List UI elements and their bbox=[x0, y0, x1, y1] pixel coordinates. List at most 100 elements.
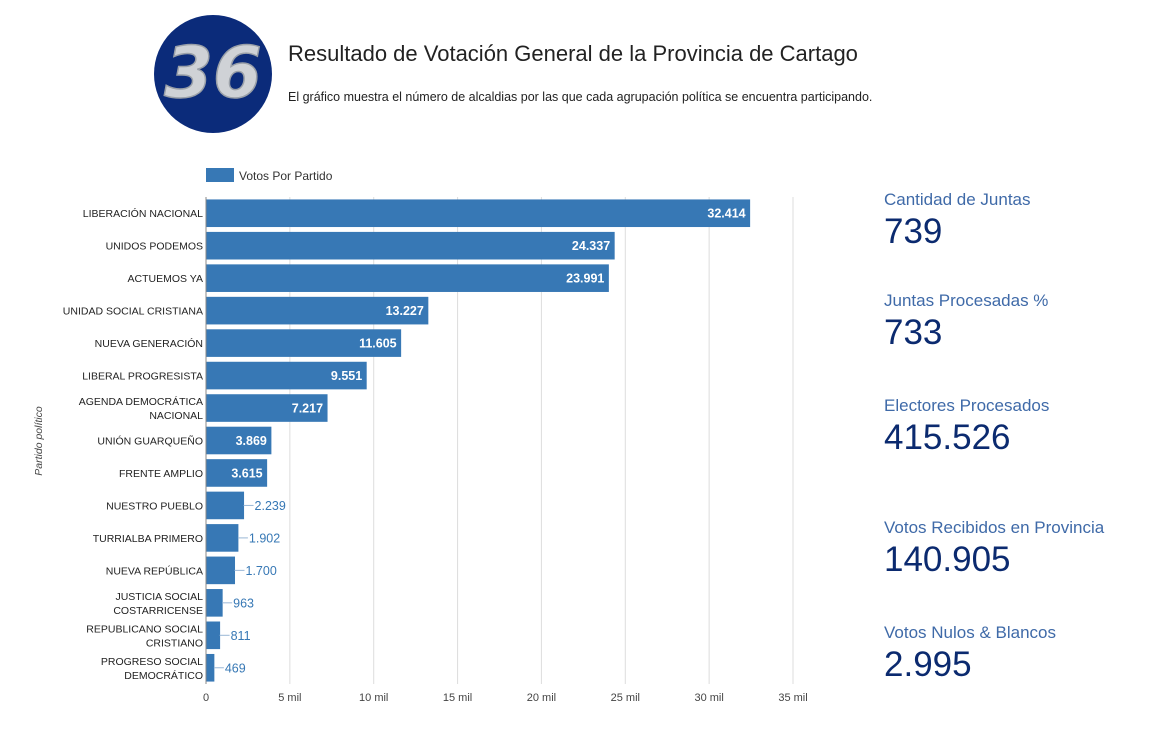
category-label-line: NUEVA REPÚBLICA bbox=[106, 564, 203, 577]
category-label: ACTUEMOS YA bbox=[128, 273, 203, 285]
category-label-line: FRENTE AMPLIO bbox=[119, 468, 203, 480]
bar-value-label: 9.551 bbox=[331, 369, 362, 383]
category-label: LIBERACIÓN NACIONAL bbox=[83, 207, 203, 220]
category-label-line: UNIDAD SOCIAL CRISTIANA bbox=[63, 306, 203, 318]
category-label: NUESTRO PUEBLO bbox=[106, 500, 203, 512]
logo-36: 36 bbox=[154, 15, 272, 133]
category-label: TURRIALBA PRIMERO bbox=[93, 533, 203, 545]
category-label-line: COSTARRICENSE bbox=[113, 605, 203, 617]
category-label-line: UNIÓN GUARQUEÑO bbox=[97, 435, 203, 448]
bar-value-label: 3.615 bbox=[231, 466, 262, 480]
bar bbox=[206, 621, 221, 650]
category-label-line: AGENDA DEMOCRÁTICA bbox=[79, 395, 203, 408]
bar-chart: Votos Por Partido Partido político LIBER… bbox=[33, 168, 808, 704]
bar-value-label: 13.227 bbox=[386, 304, 424, 318]
legend: Votos Por Partido bbox=[206, 168, 333, 183]
category-label-line: ACTUEMOS YA bbox=[128, 273, 203, 285]
category-label: NUEVA GENERACIÓN bbox=[95, 337, 203, 350]
stat-value: 2.995 bbox=[884, 645, 972, 684]
bar bbox=[206, 231, 615, 260]
stat-value: 415.526 bbox=[884, 418, 1011, 457]
bar bbox=[206, 329, 402, 357]
category-label-line: UNIDOS PODEMOS bbox=[106, 241, 203, 253]
bar-value-label: 3.869 bbox=[236, 434, 267, 448]
bar-value-label: 1.902 bbox=[249, 531, 280, 545]
logo-text: 36 bbox=[164, 32, 261, 114]
category-label-line: NACIONAL bbox=[149, 410, 203, 422]
bar-value-label: 7.217 bbox=[292, 402, 323, 416]
bar-value-label: 963 bbox=[233, 596, 254, 610]
bar-value-label: 811 bbox=[231, 629, 251, 643]
category-label: JUSTICIA SOCIAL COSTARRICENSE bbox=[113, 591, 203, 617]
x-tick-label: 25 mil bbox=[611, 692, 640, 704]
bar bbox=[206, 199, 751, 228]
category-label: LIBERAL PROGRESISTA bbox=[82, 371, 203, 383]
x-tick-label: 35 mil bbox=[778, 692, 807, 704]
stat-juntas-procesadas: Juntas Procesadas % 733 bbox=[884, 291, 1048, 350]
bar bbox=[206, 491, 245, 520]
grid-lines bbox=[205, 197, 794, 684]
bar-value-label: 469 bbox=[225, 661, 246, 675]
category-label-line: PROGRESO SOCIAL bbox=[101, 656, 203, 668]
category-label-line: NUEVA GENERACIÓN bbox=[95, 337, 203, 350]
stat-value: 140.905 bbox=[884, 540, 1011, 579]
bar-value-label: 23.991 bbox=[566, 272, 604, 286]
stat-label: Votos Nulos & Blancos bbox=[884, 623, 1056, 642]
bar-value-label: 11.605 bbox=[359, 337, 397, 351]
bar bbox=[206, 459, 268, 487]
bar-value-label: 32.414 bbox=[707, 207, 745, 221]
stat-label: Electores Procesados bbox=[884, 396, 1050, 415]
x-tick-labels: 0 5 mil 10 mil 15 mil 20 mil 25 mil 30 mil 35 m… bbox=[203, 692, 808, 704]
category-label-line: JUSTICIA SOCIAL bbox=[115, 591, 203, 603]
category-label: NUEVA REPÚBLICA bbox=[106, 564, 203, 577]
bar bbox=[206, 264, 609, 292]
page-subtitle: El gráfico muestra el número de alcaldia… bbox=[288, 90, 873, 104]
category-label-line: DEMOCRÁTICO bbox=[124, 669, 203, 682]
x-tick-label: 30 mil bbox=[694, 692, 723, 704]
bar bbox=[206, 426, 272, 455]
category-label: AGENDA DEMOCRÁTICA NACIONAL bbox=[79, 395, 203, 422]
category-label: UNIÓN GUARQUEÑO bbox=[97, 435, 203, 448]
x-tick-label: 5 mil bbox=[278, 692, 301, 704]
stat-cantidad-juntas: Cantidad de Juntas 739 bbox=[884, 190, 1031, 249]
bars: 32.414 24.337 23.991 13.227 11.605 9.551 7.217… bbox=[206, 199, 751, 682]
stat-votos-nulos: Votos Nulos & Blancos 2.995 bbox=[884, 623, 1056, 682]
stat-value: 733 bbox=[884, 313, 943, 352]
stat-value: 739 bbox=[884, 212, 943, 251]
stat-votos-recibidos: Votos Recibidos en Provincia 140.905 bbox=[884, 518, 1104, 577]
y-axis-label-text: Partido político bbox=[33, 406, 45, 476]
bar bbox=[206, 589, 223, 617]
x-tick-label: 15 mil bbox=[443, 692, 472, 704]
category-label-line: NUESTRO PUEBLO bbox=[106, 500, 203, 512]
category-label-line: REPUBLICANO SOCIAL bbox=[86, 623, 203, 635]
y-axis-label: Partido político bbox=[33, 406, 45, 476]
stat-electores-procesados: Electores Procesados 415.526 bbox=[884, 396, 1049, 455]
bar bbox=[206, 296, 429, 325]
bar bbox=[206, 653, 215, 682]
category-label-line: LIBERACIÓN NACIONAL bbox=[83, 207, 203, 220]
category-label: PROGRESO SOCIAL DEMOCRÁTICO bbox=[101, 656, 203, 682]
bar bbox=[206, 524, 239, 552]
stat-label: Cantidad de Juntas bbox=[884, 190, 1031, 209]
logo-circle bbox=[154, 15, 272, 133]
bar-value-label: 1.700 bbox=[246, 564, 277, 578]
category-labels: LIBERACIÓN NACIONAL UNIDOS PODEMOS ACTUEMO… bbox=[63, 207, 203, 682]
bar bbox=[206, 556, 236, 585]
stat-label: Juntas Procesadas % bbox=[884, 291, 1049, 310]
bar bbox=[206, 394, 328, 422]
category-label: UNIDOS PODEMOS bbox=[106, 241, 203, 253]
x-tick-label: 10 mil bbox=[359, 692, 388, 704]
category-label-line: TURRIALBA PRIMERO bbox=[93, 533, 203, 545]
category-label-line: CRISTIANO bbox=[146, 637, 203, 649]
x-tick-label: 20 mil bbox=[527, 692, 556, 704]
bar-value-label: 24.337 bbox=[572, 239, 610, 253]
bar bbox=[206, 361, 367, 390]
bar-value-label: 2.239 bbox=[255, 499, 286, 513]
legend-swatch bbox=[206, 168, 234, 182]
legend-label: Votos Por Partido bbox=[239, 169, 333, 183]
category-label: UNIDAD SOCIAL CRISTIANA bbox=[63, 306, 203, 318]
category-label-line: LIBERAL PROGRESISTA bbox=[82, 371, 203, 383]
category-label: FRENTE AMPLIO bbox=[119, 468, 203, 480]
x-tick-label: 0 bbox=[203, 692, 209, 704]
category-label: REPUBLICANO SOCIAL CRISTIANO bbox=[86, 623, 203, 649]
